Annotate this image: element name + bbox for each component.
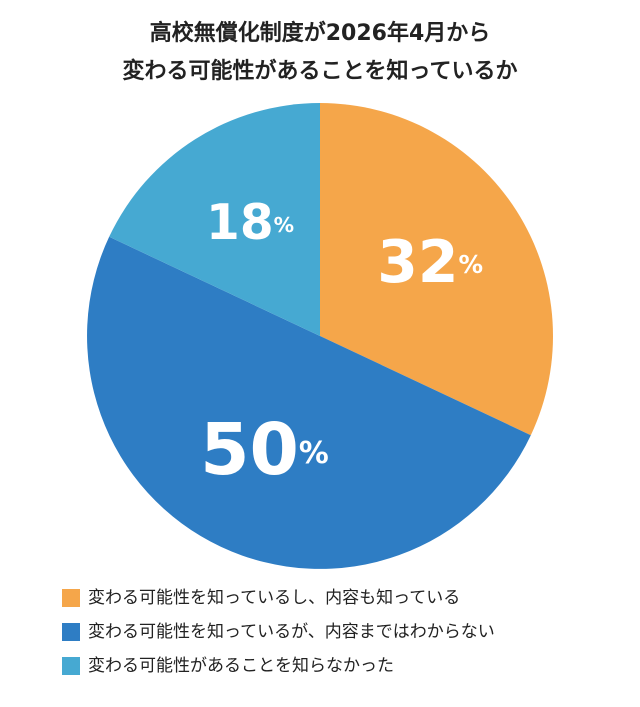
pie-slice: [87, 236, 531, 569]
legend-label: 変わる可能性があることを知らなかった: [88, 656, 394, 676]
legend-swatch: [62, 657, 80, 675]
data-label: 50%: [200, 408, 329, 491]
chart-title: 変わる可能性があることを知っているか: [123, 58, 518, 84]
legend-label: 変わる可能性を知っているし、内容も知っている: [88, 588, 460, 608]
pie-slice: [320, 103, 553, 436]
chart-title: 高校無償化制度が2026年4月から: [150, 20, 491, 46]
data-label: 18%: [206, 195, 294, 251]
legend-swatch: [62, 623, 80, 641]
legend-label: 変わる可能性を知っているが、内容まではわからない: [88, 622, 495, 642]
data-label: 32%: [377, 228, 483, 296]
legend-swatch: [62, 589, 80, 607]
pie-slice: [109, 103, 321, 336]
